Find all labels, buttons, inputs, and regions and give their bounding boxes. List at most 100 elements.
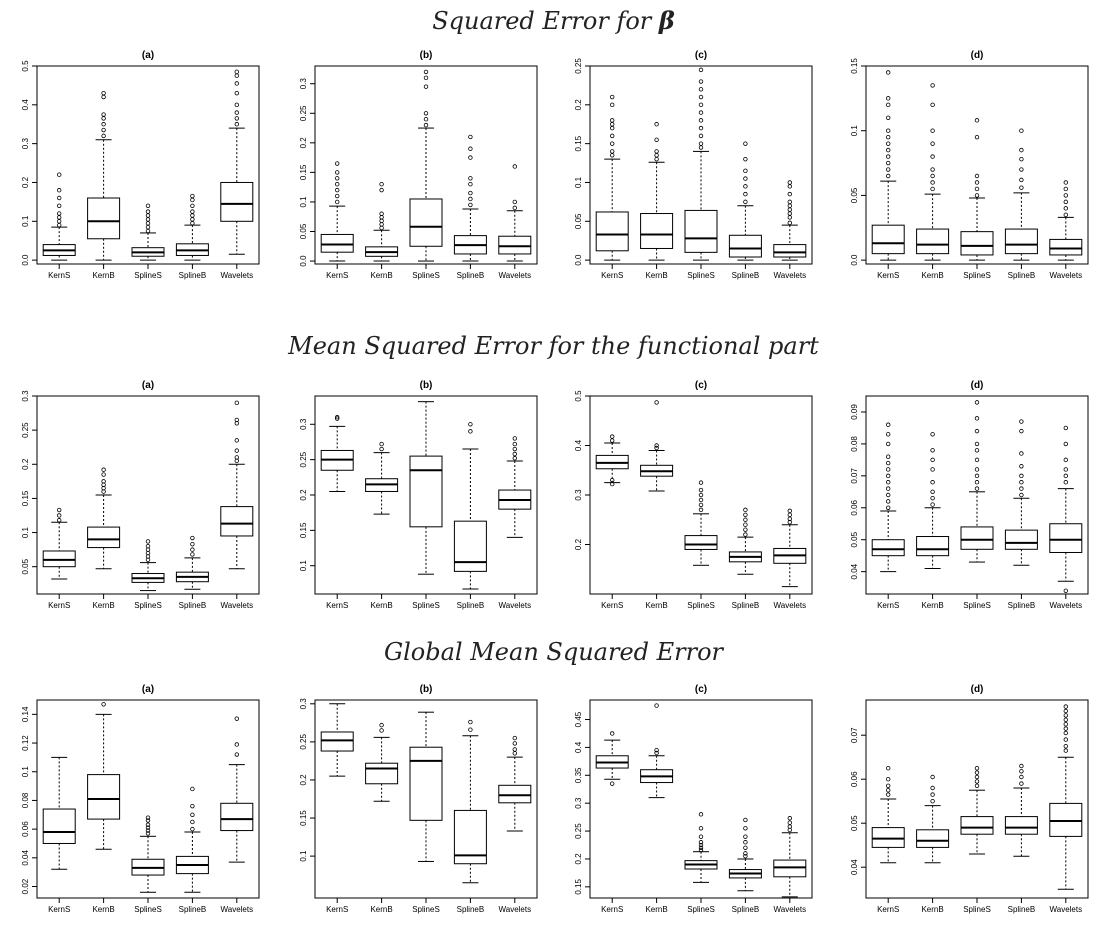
y-tick-label: 0.2 xyxy=(574,538,583,550)
outlier-point xyxy=(145,828,151,833)
outlier-point xyxy=(930,83,935,88)
outlier-point xyxy=(930,489,935,495)
outlier-point xyxy=(787,516,792,521)
box xyxy=(728,234,762,258)
outlier-point xyxy=(930,173,935,179)
outlier-point xyxy=(145,221,151,226)
outlier-point xyxy=(654,149,659,154)
x-tick-label: KernS xyxy=(326,271,348,280)
x-tick-label: KernS xyxy=(601,905,623,914)
outlier-point xyxy=(743,168,748,174)
y-tick-label: 0.15 xyxy=(850,58,859,74)
outlier-point xyxy=(743,853,748,859)
outlier-point xyxy=(886,783,891,788)
outlier-point xyxy=(654,703,659,708)
outlier-point xyxy=(743,527,748,532)
outlier-point xyxy=(743,845,748,851)
y-tick-label: 0.06 xyxy=(850,771,859,787)
outlier-point xyxy=(698,110,704,115)
y-tick-label: 0.1 xyxy=(21,526,30,538)
outlier-point xyxy=(379,211,384,216)
y-tick-label: 0.2 xyxy=(574,853,583,865)
outlier-point xyxy=(610,118,615,123)
outlier-point xyxy=(512,199,517,205)
outlier-point xyxy=(886,499,891,504)
x-tick-label: KernB xyxy=(92,601,114,610)
outlier-point xyxy=(1019,451,1024,456)
outlier-point xyxy=(335,182,340,187)
box xyxy=(1049,238,1083,256)
boxplot-panel: (d) 0.0 0.05 0.1 0.15 KernS KernB SplineS Spline… xyxy=(850,50,1089,280)
outlier-point xyxy=(101,472,106,477)
outlier-point xyxy=(101,127,106,133)
box xyxy=(871,224,905,255)
outlier-point xyxy=(423,116,429,122)
outlier-point xyxy=(743,817,748,823)
x-tick-label: SplineB xyxy=(1008,601,1036,610)
outlier-point xyxy=(698,480,704,485)
x-tick-label: Wavelets xyxy=(773,271,806,280)
y-tick-label: 0.05 xyxy=(850,187,859,203)
x-tick-label: SplineS xyxy=(412,601,440,610)
outlier-point xyxy=(787,220,792,226)
outlier-point xyxy=(512,741,517,746)
y-tick-label: 0.3 xyxy=(299,418,308,430)
y-tick-label: 0.0 xyxy=(574,254,583,266)
x-tick-label: KernS xyxy=(877,271,899,280)
outlier-point xyxy=(974,779,980,784)
outlier-point xyxy=(787,820,792,825)
outlier-point xyxy=(974,193,980,198)
outlier-point xyxy=(698,67,704,73)
outlier-point xyxy=(468,202,473,208)
outlier-point xyxy=(512,164,517,169)
outlier-point xyxy=(698,133,704,139)
outlier-point xyxy=(101,467,106,472)
outlier-point xyxy=(1063,180,1068,185)
outlier-point xyxy=(468,155,473,160)
outlier-point xyxy=(698,87,704,92)
box xyxy=(409,455,443,528)
outlier-point xyxy=(379,728,384,733)
x-tick-label: KernS xyxy=(601,271,623,280)
outlier-point xyxy=(654,122,659,127)
outlier-point xyxy=(698,94,704,100)
outlier-point xyxy=(698,487,704,493)
outlier-point xyxy=(423,122,429,128)
outlier-point xyxy=(930,792,935,797)
outlier-point xyxy=(743,532,748,537)
x-tick-label: SplineB xyxy=(457,905,485,914)
outlier-point xyxy=(698,118,704,123)
box xyxy=(220,181,254,222)
outlier-point xyxy=(886,102,891,108)
outlier-point xyxy=(886,505,891,510)
box xyxy=(409,746,443,821)
box xyxy=(773,859,807,878)
outlier-point xyxy=(1063,473,1068,479)
y-tick-label: 0.07 xyxy=(850,468,859,484)
outlier-point xyxy=(1063,193,1068,198)
y-tick-label: 0.2 xyxy=(299,774,308,786)
y-tick-label: 0.1 xyxy=(299,850,308,862)
outlier-point xyxy=(930,467,935,472)
outlier-point xyxy=(654,747,659,753)
y-tick-label: 0.05 xyxy=(850,531,859,547)
box xyxy=(871,539,905,557)
outlier-point xyxy=(743,522,748,527)
box xyxy=(595,211,629,252)
outlier-point xyxy=(379,441,384,447)
outlier-point xyxy=(930,102,935,108)
outlier-point xyxy=(886,441,891,447)
box xyxy=(640,213,674,249)
y-tick-label: 0.25 xyxy=(299,734,308,750)
outlier-point xyxy=(743,512,748,517)
box xyxy=(1004,816,1038,835)
outlier-point xyxy=(886,96,891,101)
boxplot-panel: (c) 0.15 0.2 0.25 0.3 0.35 0.4 0.45 KernS KernB Sp… xyxy=(574,684,813,914)
panel-title: (d) xyxy=(971,50,984,61)
outlier-point xyxy=(190,552,195,557)
outlier-point xyxy=(512,735,517,741)
box xyxy=(1004,228,1038,255)
outlier-point xyxy=(886,792,891,797)
outlier-point xyxy=(1063,717,1068,722)
outlier-point xyxy=(886,160,891,166)
